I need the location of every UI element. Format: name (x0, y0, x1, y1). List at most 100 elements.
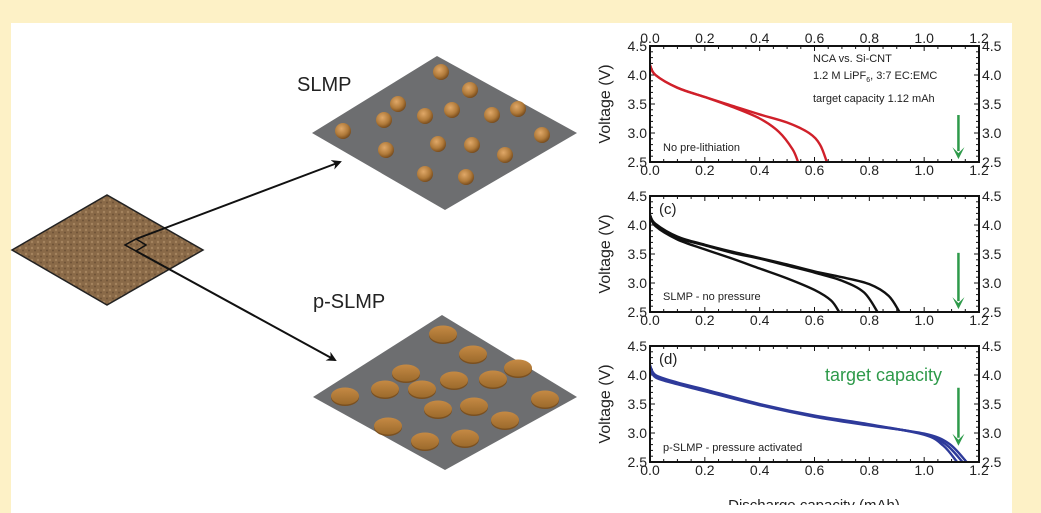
y-tick-label: 3.5 (628, 396, 648, 412)
lithium-disc (460, 397, 488, 415)
y-tick-label-right: 4.0 (982, 217, 1002, 233)
lithium-disc (440, 371, 468, 389)
x-tick-label: 1.0 (914, 162, 934, 178)
slmp-sheet (312, 56, 577, 210)
x-tick-label: 1.0 (914, 462, 934, 478)
lithium-sphere (433, 64, 449, 80)
y-tick-label: 3.0 (628, 425, 648, 441)
lithium-disc (374, 417, 402, 435)
plot-frame (649, 195, 980, 313)
x-tick-label: 0.8 (860, 312, 880, 328)
x-tick-label: 1.2 (969, 162, 989, 178)
lithium-sphere (376, 112, 392, 128)
x-tick-label-top: 0.0 (640, 30, 660, 46)
x-tick-label-top: 0.2 (695, 30, 715, 46)
electrolyte-sub: 6 (866, 77, 870, 84)
x-tick-label-top: 1.2 (969, 30, 989, 46)
y-tick-label-right: 4.5 (982, 38, 1002, 54)
x-tick-label-top: 0.8 (860, 30, 880, 46)
lithium-disc (531, 390, 559, 408)
lithium-disc (451, 429, 479, 447)
x-tick-label: 0.6 (805, 312, 825, 328)
chart-top: 0.0 0.0 0.2 0.2 0.4 0.4 0.6 0.6 0.8 0.8 1.0 1.0 1.2 1… (597, 30, 1002, 178)
lithium-sphere (510, 101, 526, 117)
x-tick-label: 0.2 (695, 312, 715, 328)
lithium-disc (424, 400, 452, 418)
y-tick-label: 3.5 (628, 96, 648, 112)
top-annotation-1: No pre-lithiation (663, 142, 740, 154)
x-tick-label: 0.0 (640, 462, 660, 478)
y-tick-label-right: 3.0 (982, 275, 1002, 291)
y-tick-label: 3.0 (628, 275, 648, 291)
y-axis-label: Voltage (V) (597, 364, 614, 443)
y-tick-label: 4.0 (628, 217, 648, 233)
y-tick-label: 4.0 (628, 67, 648, 83)
x-axis-label: Discharge capacity (mAh) (728, 497, 900, 505)
discharge-curve-3 (648, 214, 901, 313)
plot-frame (649, 45, 980, 163)
plot-frame (649, 345, 980, 463)
lithium-disc (371, 380, 399, 398)
x-tick-label: 0.0 (640, 312, 660, 328)
pslmp-label: p-SLMP (313, 291, 385, 313)
y-tick-label: 4.5 (628, 338, 648, 354)
x-tick-label: 0.0 (640, 162, 660, 178)
arrow-to-pslmp (135, 250, 337, 361)
x-tick-label: 0.6 (805, 162, 825, 178)
y-tick-label-right: 3.5 (982, 396, 1002, 412)
y-tick-label-right: 4.5 (982, 338, 1002, 354)
slmp-label: SLMP (297, 74, 351, 96)
x-tick-label-top: 1.0 (914, 30, 934, 46)
y-tick-label: 3.5 (628, 246, 648, 262)
y-tick-label-right: 4.0 (982, 367, 1002, 383)
panel-label-c: (c) (659, 201, 677, 218)
lithium-sphere (462, 82, 478, 98)
y-tick-label: 2.5 (628, 454, 648, 470)
bottom-annotation: p-SLMP - pressure activated (663, 442, 802, 454)
lithium-sphere (430, 136, 446, 152)
top-annotation-3: 1.2 M LiPF6, 3:7 EC:EMC (813, 70, 937, 84)
x-tick-label: 0.2 (695, 462, 715, 478)
lithium-sphere (534, 127, 550, 143)
y-tick-label: 4.5 (628, 188, 648, 204)
lithium-sphere (335, 123, 351, 139)
discharge-curve-2 (648, 64, 828, 163)
y-tick-label-right: 2.5 (982, 154, 1002, 170)
x-tick-label: 0.8 (860, 162, 880, 178)
discharge-curve-3 (648, 366, 968, 463)
lithium-sphere (390, 96, 406, 112)
x-tick-label: 0.4 (750, 462, 770, 478)
lithium-sphere (417, 108, 433, 124)
electrolyte-rest: , 3:7 EC:EMC (870, 70, 937, 82)
chart-middle: 0.0 0.2 0.4 0.6 0.8 1.0 1.22.5 2.53.0 3.03.5 3.54… (597, 188, 1002, 328)
lithium-sphere (378, 142, 394, 158)
electrolyte-text: 1.2 M LiPF (813, 70, 866, 82)
target-capacity-label: target capacity (825, 365, 942, 385)
x-tick-label: 0.4 (750, 312, 770, 328)
lithium-sphere (458, 169, 474, 185)
arrow-to-slmp (135, 160, 342, 240)
lithium-sphere (417, 166, 433, 182)
y-tick-label: 3.0 (628, 125, 648, 141)
schematic: SLMP p-SLMP (10, 56, 577, 470)
x-tick-label: 1.2 (969, 312, 989, 328)
x-tick-label: 0.2 (695, 162, 715, 178)
x-tick-label: 1.0 (914, 312, 934, 328)
lithium-disc (429, 325, 457, 343)
y-tick-label: 2.5 (628, 304, 648, 320)
y-tick-label-right: 3.0 (982, 425, 1002, 441)
y-tick-label-right: 3.0 (982, 125, 1002, 141)
lithium-sphere (444, 102, 460, 118)
y-tick-label-right: 4.0 (982, 67, 1002, 83)
discharge-charts: 0.0 0.0 0.2 0.2 0.4 0.4 0.6 0.6 0.8 0.8 1.0 1.0 1.2 1… (597, 30, 1002, 478)
y-tick-label: 2.5 (628, 154, 648, 170)
x-tick-label: 0.8 (860, 462, 880, 478)
y-tick-label-right: 2.5 (982, 454, 1002, 470)
panel-label-d: (d) (659, 351, 677, 368)
y-tick-label-right: 3.5 (982, 96, 1002, 112)
x-tick-label-top: 0.4 (750, 30, 770, 46)
top-annotation-2: NCA vs. Si-CNT (813, 53, 892, 65)
y-tick-label-right: 4.5 (982, 188, 1002, 204)
lithium-disc (392, 364, 420, 382)
